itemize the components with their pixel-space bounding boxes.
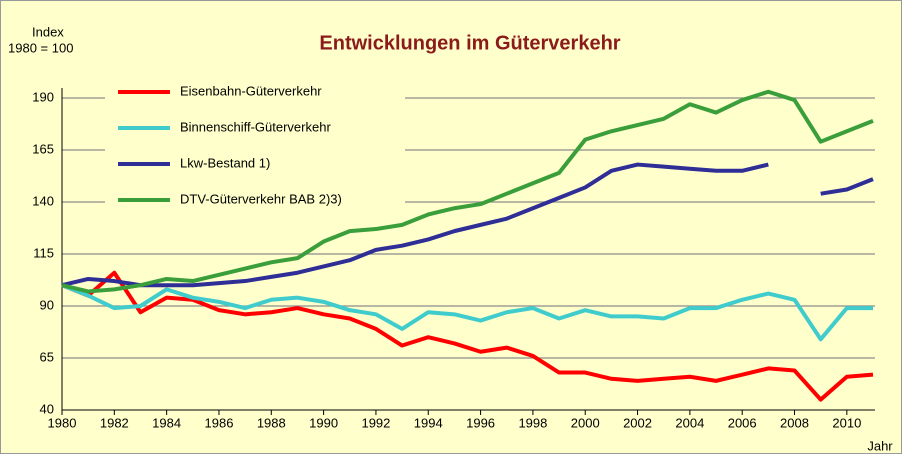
y-axis-label: Index [32,24,64,39]
x-tick-label: 2004 [675,415,704,430]
y-tick-label: 190 [32,89,54,104]
x-tick-label: 1994 [414,415,443,430]
legend-label: DTV-Güterverkehr BAB 2)3) [180,191,342,206]
x-tick-label: 2002 [623,415,652,430]
legend-box [105,75,405,215]
x-tick-label: 2000 [571,415,600,430]
x-tick-label: 1984 [152,415,181,430]
x-tick-label: 1980 [48,415,77,430]
x-tick-label: 1996 [466,415,495,430]
y-tick-label: 140 [32,193,54,208]
series-line [61,89,874,294]
x-tick-label: 1986 [205,415,234,430]
series-line [61,270,874,402]
x-tick-label: 1988 [257,415,286,430]
legend-label: Lkw-Bestand 1) [180,155,270,170]
x-tick-label: 1982 [100,415,129,430]
y-axis-label: 1980 = 100 [8,40,73,55]
y-tick-label: 115 [33,245,54,260]
legend-label: Eisenbahn-Güterverkehr [180,83,322,98]
x-tick-label: 2008 [780,415,809,430]
chart-title: Entwicklungen im Güterverkehr [319,32,620,54]
x-tick-label: 2006 [728,415,757,430]
legend-label: Binnenschiff-Güterverkehr [180,119,331,134]
x-axis-label: Jahr [867,438,893,453]
x-tick-label: 1990 [309,415,338,430]
series-line [820,177,874,196]
series-line [61,162,769,288]
x-tick-label: 2010 [832,415,861,430]
y-tick-label: 40 [40,401,54,416]
x-tick-label: 1998 [518,415,547,430]
series-line [61,283,873,342]
x-tick-label: 1992 [361,415,390,430]
y-tick-label: 90 [40,297,54,312]
y-tick-label: 65 [40,349,54,364]
y-tick-label: 165 [32,141,54,156]
